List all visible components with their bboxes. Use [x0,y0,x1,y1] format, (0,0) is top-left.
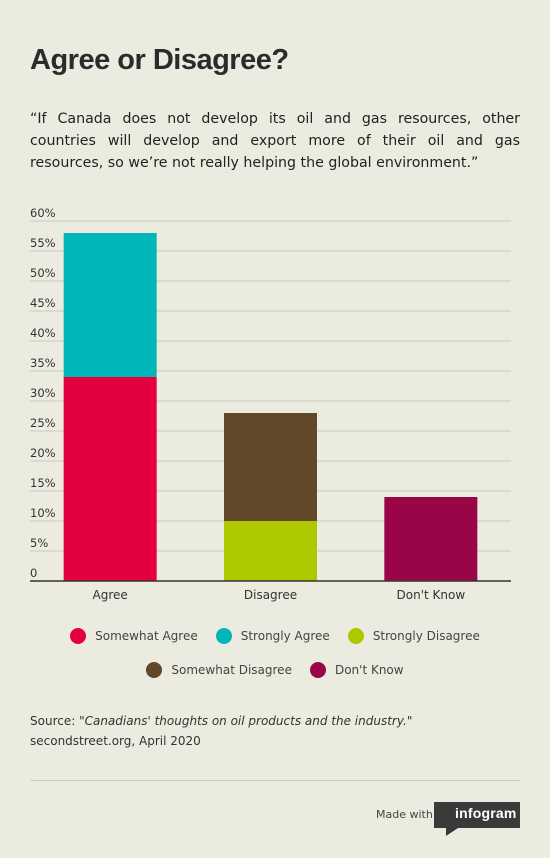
source-title: "Canadians' thoughts on oil products and… [79,714,413,728]
legend-item[interactable]: Somewhat Agree [70,628,198,644]
x-tick-label: Don't Know [397,588,466,602]
infogram-badge-tail [446,828,458,836]
chart-title: Agree or Disagree? [30,44,289,76]
x-tick-label: Disagree [244,588,297,602]
legend-swatch [70,628,87,644]
legend-item[interactable]: Don't Know [309,662,404,678]
y-tick-label: 0 [30,566,37,580]
infogram-badge[interactable] [434,802,520,828]
made-with-label: Made with [376,808,433,821]
y-tick-label: 5% [30,536,48,550]
x-axis-ticks: Agree Disagree Don't Know [93,588,466,602]
legend-item[interactable]: Somewhat Disagree [146,662,292,678]
y-tick-label: 20% [30,446,56,460]
legend-swatch [309,662,326,678]
y-tick-label: 40% [30,326,56,340]
source-suffix: secondstreet.org, April 2020 [30,734,201,748]
legend-swatch [146,662,163,678]
y-axis-ticks: 0 5% 10% 15% 20% 25% 30% 35% 40% 45% 50% 55% 60% [30,206,56,580]
y-tick-label: 45% [30,296,56,310]
footer-divider [30,780,520,781]
legend-label: Somewhat Disagree [171,663,292,677]
legend-item[interactable]: Strongly Agree [215,628,330,644]
y-tick-label: 10% [30,506,56,520]
legend-row-2: Somewhat Disagree Don't Know [30,662,520,678]
bar-disagree-strongly-disagree[interactable] [224,521,317,581]
legend-label: Don't Know [334,663,404,677]
stacked-bar-chart: 0 5% 10% 15% 20% 25% 30% 35% 40% 45% 50% 55% 60% Agr… [30,206,511,602]
legend-swatch [215,628,232,644]
bar-disagree-somewhat-disagree[interactable] [224,413,317,521]
infogram-logo[interactable]: infogram [455,805,517,821]
x-tick-label: Agree [93,588,128,602]
legend-label: Strongly Agree [240,629,330,643]
legend-label: Somewhat Agree [95,629,198,643]
legend-item[interactable]: Strongly Disagree [347,628,480,644]
survey-question: “If Canada does not develop its oil and … [30,111,520,171]
legend-row-1: Somewhat Agree Strongly Agree Strongly Dis… [30,628,520,644]
y-tick-label: 55% [30,236,56,250]
legend-swatch [347,628,364,644]
y-tick-label: 15% [30,476,56,490]
y-tick-label: 60% [30,206,56,220]
y-tick-label: 35% [30,356,56,370]
y-tick-label: 25% [30,416,56,430]
source-prefix: Source: [30,714,80,728]
source-note: Source: "Canadians' thoughts on oil prod… [30,711,510,751]
bar-agree-strongly-agree[interactable] [63,233,157,377]
y-tick-label: 50% [30,266,56,280]
bars [63,233,478,581]
bar-agree-somewhat-agree[interactable] [63,377,157,581]
bar-don-t-know-don-t-know[interactable] [384,497,478,581]
legend-label: Strongly Disagree [372,629,480,643]
y-tick-label: 30% [30,386,56,400]
